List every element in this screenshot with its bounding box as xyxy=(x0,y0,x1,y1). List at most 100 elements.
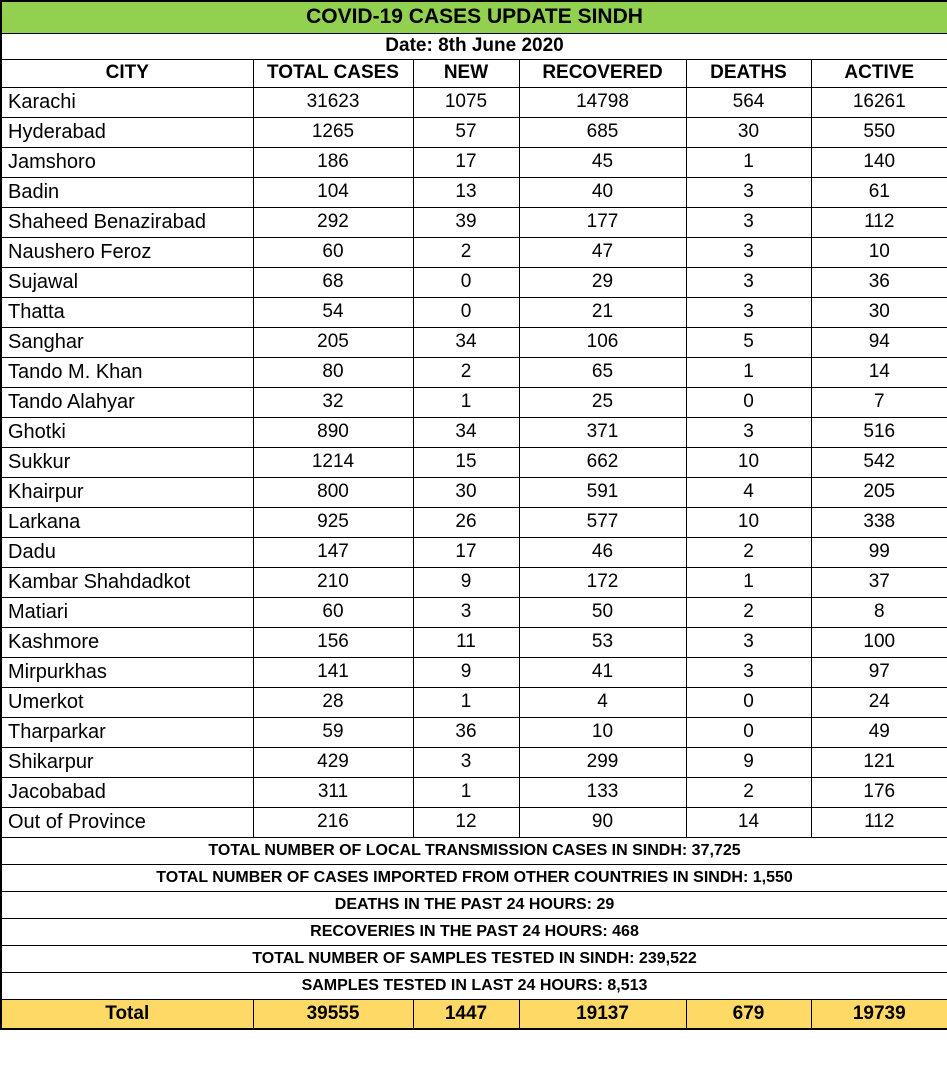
covid-table: COVID-19 CASES UPDATE SINDH Date: 8th Ju… xyxy=(0,0,947,1030)
recovered-cell: 14798 xyxy=(518,86,687,118)
total-cases-cell: 210 xyxy=(252,566,414,598)
city-cell: Kashmore xyxy=(0,626,254,658)
new-cell: 36 xyxy=(412,716,520,748)
deaths-cell: 3 xyxy=(685,626,812,658)
city-cell: Matiari xyxy=(0,596,254,628)
column-header-new: NEW xyxy=(412,58,520,88)
city-cell: Jamshoro xyxy=(0,146,254,178)
column-header-city: CITY xyxy=(0,58,254,88)
table-row: Mirpurkhas 141 9 41 3 97 xyxy=(0,656,947,688)
new-cell: 1 xyxy=(412,386,520,418)
column-header-total-cases: TOTAL CASES xyxy=(252,58,414,88)
table-row: Khairpur 800 30 591 4 205 xyxy=(0,476,947,508)
total-cases-cell: 1214 xyxy=(252,446,414,478)
new-cell: 15 xyxy=(412,446,520,478)
city-cell: Kambar Shahdadkot xyxy=(0,566,254,598)
new-cell: 17 xyxy=(412,146,520,178)
city-cell: Shikarpur xyxy=(0,746,254,778)
active-cell: 140 xyxy=(810,146,947,178)
total-cases-cell: 32 xyxy=(252,386,414,418)
active-cell: 542 xyxy=(810,446,947,478)
recovered-cell: 10 xyxy=(518,716,687,748)
recovered-cell: 21 xyxy=(518,296,687,328)
active-cell: 112 xyxy=(810,206,947,238)
total-cases-cell: 216 xyxy=(252,806,414,838)
table-row: Karachi 31623 1075 14798 564 16261 xyxy=(0,86,947,118)
table-row: Jacobabad 311 1 133 2 176 xyxy=(0,776,947,808)
recovered-cell: 4 xyxy=(518,686,687,718)
header-row: CITY TOTAL CASES NEW RECOVERED DEATHS ACTIVE xyxy=(0,58,947,88)
recovered-cell: 29 xyxy=(518,266,687,298)
active-cell: 550 xyxy=(810,116,947,148)
table-row: Dadu 147 17 46 2 99 xyxy=(0,536,947,568)
deaths-cell: 1 xyxy=(685,146,812,178)
city-cell: Dadu xyxy=(0,536,254,568)
total-cases-cell: 147 xyxy=(252,536,414,568)
recovered-cell: 577 xyxy=(518,506,687,538)
active-cell: 100 xyxy=(810,626,947,658)
active-cell: 205 xyxy=(810,476,947,508)
new-cell: 3 xyxy=(412,746,520,778)
active-cell: 37 xyxy=(810,566,947,598)
recovered-cell: 41 xyxy=(518,656,687,688)
new-cell: 1075 xyxy=(412,86,520,118)
new-cell: 3 xyxy=(412,596,520,628)
new-cell: 1 xyxy=(412,686,520,718)
total-cases-cell: 429 xyxy=(252,746,414,778)
active-cell: 61 xyxy=(810,176,947,208)
footnote-text: RECOVERIES IN THE PAST 24 HOURS: 468 xyxy=(0,917,947,946)
active-cell: 36 xyxy=(810,266,947,298)
recovered-cell: 685 xyxy=(518,116,687,148)
title-row: COVID-19 CASES UPDATE SINDH xyxy=(0,0,947,34)
deaths-cell: 14 xyxy=(685,806,812,838)
city-cell: Ghotki xyxy=(0,416,254,448)
deaths-cell: 3 xyxy=(685,656,812,688)
footnote-text: TOTAL NUMBER OF SAMPLES TESTED IN SINDH:… xyxy=(0,944,947,973)
deaths-cell: 0 xyxy=(685,386,812,418)
table-row: Shaheed Benazirabad 292 39 177 3 112 xyxy=(0,206,947,238)
recovered-cell: 172 xyxy=(518,566,687,598)
page-title: COVID-19 CASES UPDATE SINDH xyxy=(0,0,947,34)
recovered-cell: 106 xyxy=(518,326,687,358)
footnote-text: TOTAL NUMBER OF CASES IMPORTED FROM OTHE… xyxy=(0,863,947,892)
recovered-cell: 662 xyxy=(518,446,687,478)
recovered-cell: 591 xyxy=(518,476,687,508)
active-cell: 112 xyxy=(810,806,947,838)
deaths-cell: 3 xyxy=(685,266,812,298)
city-cell: Thatta xyxy=(0,296,254,328)
new-cell: 39 xyxy=(412,206,520,238)
footnote-row: DEATHS IN THE PAST 24 HOURS: 29 xyxy=(0,890,947,919)
table-row: Out of Province 216 12 90 14 112 xyxy=(0,806,947,838)
recovered-cell: 177 xyxy=(518,206,687,238)
recovered-cell: 299 xyxy=(518,746,687,778)
column-header-active: ACTIVE xyxy=(810,58,947,88)
city-cell: Umerkot xyxy=(0,686,254,718)
footnote-row: TOTAL NUMBER OF CASES IMPORTED FROM OTHE… xyxy=(0,863,947,892)
active-cell: 30 xyxy=(810,296,947,328)
deaths-cell: 5 xyxy=(685,326,812,358)
total-cases-cell: 28 xyxy=(252,686,414,718)
column-header-recovered: RECOVERED xyxy=(518,58,687,88)
new-cell: 13 xyxy=(412,176,520,208)
total-cases-cell: 104 xyxy=(252,176,414,208)
recovered-cell: 133 xyxy=(518,776,687,808)
table-row: Naushero Feroz 60 2 47 3 10 xyxy=(0,236,947,268)
total-cases-cell: 890 xyxy=(252,416,414,448)
new-cell: 2 xyxy=(412,236,520,268)
table-row: Sukkur 1214 15 662 10 542 xyxy=(0,446,947,478)
total-cases-cell: 59 xyxy=(252,716,414,748)
city-cell: Sujawal xyxy=(0,266,254,298)
recovered-cell: 50 xyxy=(518,596,687,628)
active-cell: 94 xyxy=(810,326,947,358)
city-cell: Sanghar xyxy=(0,326,254,358)
table-row: Sanghar 205 34 106 5 94 xyxy=(0,326,947,358)
table-row: Larkana 925 26 577 10 338 xyxy=(0,506,947,538)
city-cell: Tando M. Khan xyxy=(0,356,254,388)
new-cell: 9 xyxy=(412,656,520,688)
new-cell: 57 xyxy=(412,116,520,148)
total-cases-cell: 80 xyxy=(252,356,414,388)
city-cell: Badin xyxy=(0,176,254,208)
city-cell: Karachi xyxy=(0,86,254,118)
deaths-cell: 0 xyxy=(685,686,812,718)
deaths-cell: 3 xyxy=(685,296,812,328)
